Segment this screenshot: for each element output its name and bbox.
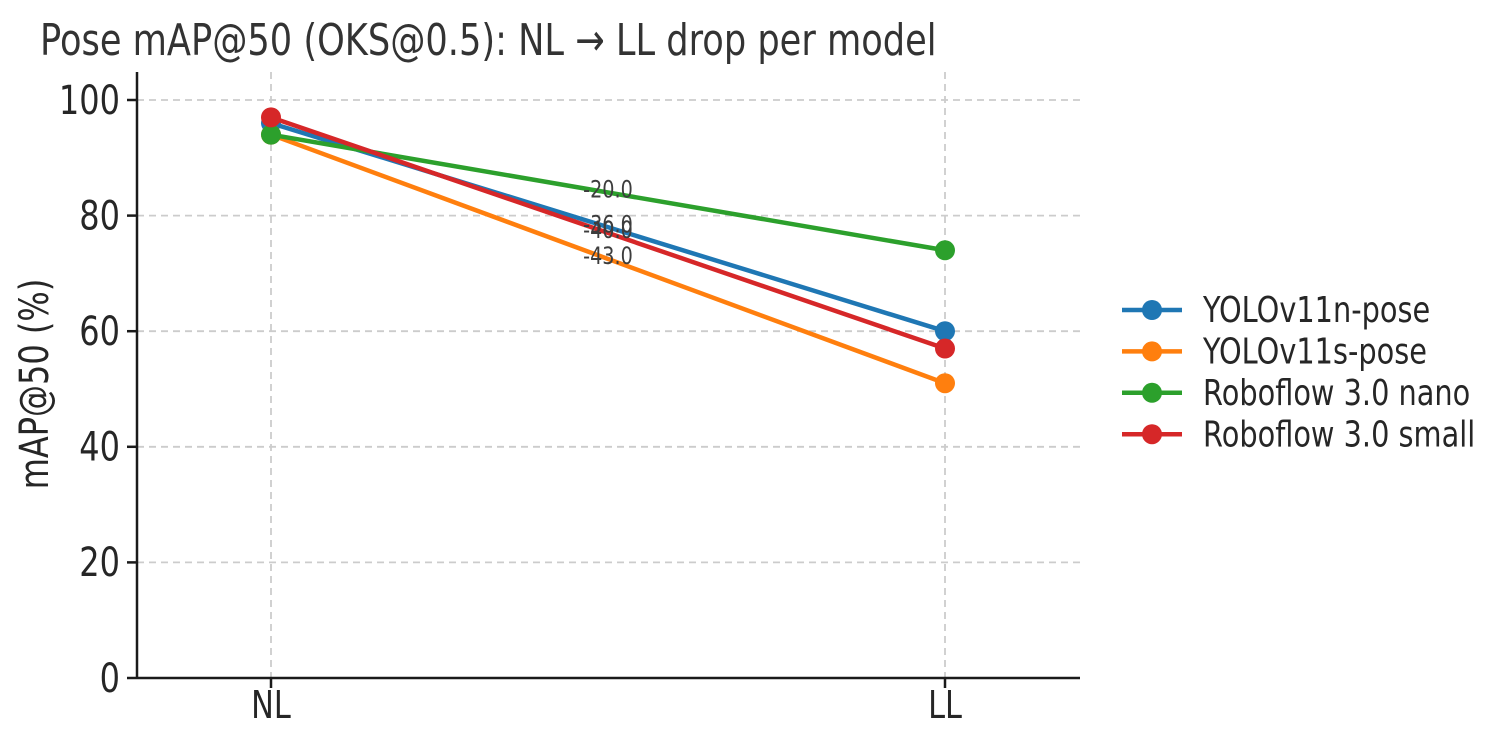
legend-item-marker [1142,341,1162,362]
data-point-marker [935,338,955,359]
legend-item: Roboflow 3.0 small [1122,413,1475,455]
legend-item-marker [1142,300,1162,320]
legend-item: YOLOv11n-pose [1122,289,1430,331]
legend-item-label: Roboflow 3.0 small [1203,413,1475,455]
chart-title: Pose mAP@50 (OKS@0.5): NL → LL drop per … [40,15,937,66]
series-line [268,132,948,386]
y-tick-label: 60 [79,307,120,354]
x-tick-label: NL [251,684,291,728]
series-line [268,115,948,351]
y-tick-label: 100 [59,76,120,123]
y-tick-label: 0 [100,654,120,701]
data-point-marker [935,240,955,261]
series [261,107,955,394]
drop-annotation: -20.0 [583,177,633,205]
data-point-marker [935,373,955,394]
legend-item-label: YOLOv11s-pose [1202,330,1427,372]
y-tick-label: 80 [79,192,120,239]
drop-annotation: -40.0 [583,217,633,245]
axes: 0 20 40 60 80 100 NL LL [59,72,1080,728]
legend-item-marker [1142,424,1162,445]
drop-annotation: -43.0 [583,243,633,271]
data-point-marker [935,321,955,342]
y-tick-label: 40 [79,423,120,470]
gridlines [137,72,1080,678]
series-Roboflow 3.0 small [261,107,955,359]
x-tick-label: LL [928,684,962,728]
legend-item: YOLOv11s-pose [1122,330,1427,372]
legend-item-label: Roboflow 3.0 nano [1203,372,1470,414]
data-point-marker [261,124,281,145]
y-tick-label: 20 [79,539,120,586]
legend-item: Roboflow 3.0 nano [1122,372,1470,414]
drop-annotations: -36.0 -43.0 -20.0 -40.0 [583,177,633,271]
data-point-marker [261,107,281,128]
legend-item-marker [1142,382,1162,403]
drop-annotation: -36.0 [583,211,633,239]
legend-item-label: YOLOv11n-pose [1202,289,1430,331]
y-axis-label: mAP@50 (%) [10,279,57,490]
